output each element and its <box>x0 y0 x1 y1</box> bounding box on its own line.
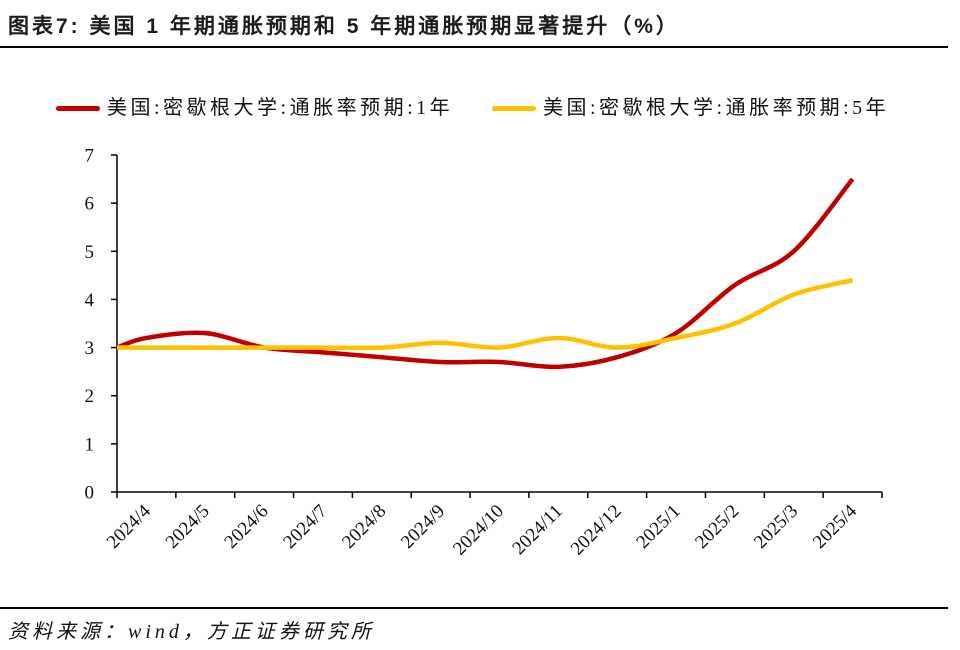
data-point <box>732 282 738 288</box>
y-tick-label: 2 <box>85 386 95 407</box>
data-point <box>143 345 149 351</box>
data-point <box>732 321 738 327</box>
y-axis: 0 1 2 3 4 5 6 7 <box>85 146 118 504</box>
y-tick-label: 1 <box>85 434 95 455</box>
legend-swatch-1y <box>56 105 100 111</box>
x-tick-label: 2024/5 <box>162 501 214 553</box>
data-point <box>850 277 856 283</box>
title-divider <box>0 46 948 48</box>
data-point <box>555 364 561 370</box>
y-tick-label: 0 <box>85 483 95 504</box>
data-point <box>438 359 444 365</box>
data-point <box>791 292 797 298</box>
data-point <box>438 340 444 346</box>
x-tick-label: 2024/6 <box>220 501 272 553</box>
data-point <box>202 330 208 336</box>
legend-swatch-5y <box>492 105 536 111</box>
data-point <box>497 359 503 365</box>
data-point <box>143 335 149 341</box>
y-tick-label: 3 <box>85 338 95 359</box>
x-tick-label: 2024/12 <box>567 501 626 560</box>
x-tick-label: 2025/3 <box>750 501 802 553</box>
data-point <box>379 345 385 351</box>
x-tick-label: 2024/11 <box>508 501 566 559</box>
x-tick-label: 2025/2 <box>691 501 743 553</box>
series-line-2 <box>117 277 854 351</box>
x-tick-label: 2024/4 <box>103 500 156 553</box>
x-tick-label: 2024/8 <box>338 501 390 553</box>
legend-label-1y: 美国:密歇根大学:通胀率预期:1年 <box>107 97 454 119</box>
x-tick-label: 2024/9 <box>397 501 449 553</box>
x-tick-label: 2025/1 <box>632 501 684 553</box>
legend-label-5y: 美国:密歇根大学:通胀率预期:5年 <box>543 97 890 119</box>
data-point <box>614 345 620 351</box>
legend-item-1y: 美国:密歇根大学:通胀率预期:1年 <box>56 94 453 122</box>
series-group <box>116 176 856 370</box>
chart-title: 图表7: 美国 1 年期通胀预期和 5 年期通胀预期显著提升（%） <box>8 15 680 38</box>
y-tick-label: 4 <box>85 290 95 311</box>
data-point <box>261 345 267 351</box>
source-divider <box>0 607 948 609</box>
data-point <box>555 335 561 341</box>
data-point <box>614 354 620 360</box>
data-point <box>320 345 326 351</box>
x-tick-label: 2024/10 <box>449 501 508 560</box>
x-tick-label: 2024/7 <box>279 501 331 553</box>
y-tick-label: 5 <box>85 242 95 263</box>
data-point <box>850 176 856 182</box>
data-point <box>791 248 797 254</box>
data-point <box>202 345 208 351</box>
x-tick-label: 2025/4 <box>809 500 862 553</box>
data-point <box>379 354 385 360</box>
source-note: 资料来源：wind，方正证券研究所 <box>8 621 375 643</box>
data-point <box>673 335 679 341</box>
data-point <box>497 345 503 351</box>
series-line-1 <box>116 177 855 370</box>
x-axis: 2024/4 2024/5 2024/6 2024/7 2024/8 2024/9 2024… <box>103 491 883 560</box>
y-tick-label: 7 <box>85 146 95 167</box>
legend: 美国:密歇根大学:通胀率预期:1年 美国:密歇根大学:通胀率预期:5年 <box>0 94 960 122</box>
legend-item-5y: 美国:密歇根大学:通胀率预期:5年 <box>492 94 889 122</box>
y-tick-label: 6 <box>85 194 95 215</box>
